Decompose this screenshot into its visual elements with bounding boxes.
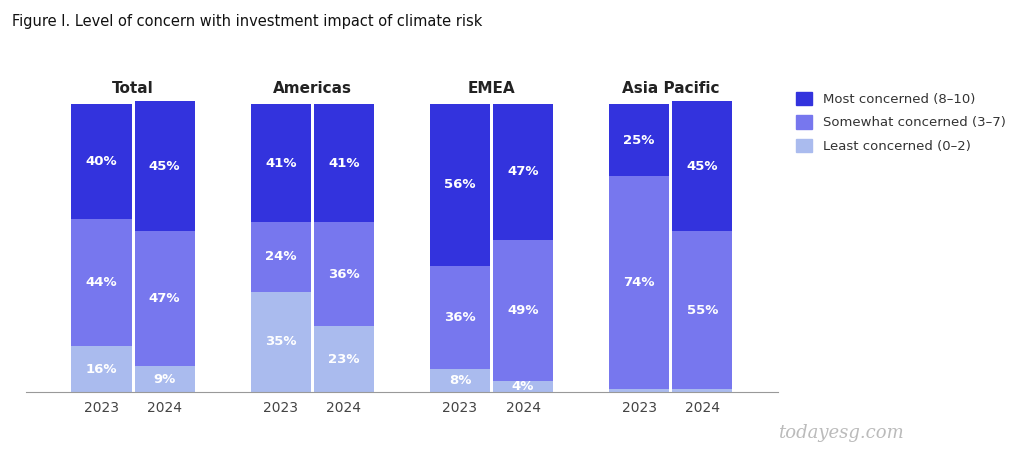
- Text: 40%: 40%: [86, 155, 118, 168]
- Text: EMEA: EMEA: [468, 81, 515, 96]
- Text: 41%: 41%: [328, 157, 359, 170]
- Bar: [672, 231, 732, 390]
- Bar: [251, 222, 311, 291]
- Text: 41%: 41%: [265, 157, 297, 170]
- Bar: [313, 326, 374, 392]
- Bar: [72, 346, 132, 392]
- Text: 35%: 35%: [265, 336, 297, 349]
- Bar: [493, 239, 553, 381]
- Text: 9%: 9%: [154, 373, 176, 386]
- Bar: [609, 176, 670, 390]
- Text: Americas: Americas: [272, 81, 352, 96]
- Bar: [313, 104, 374, 222]
- Bar: [134, 366, 195, 392]
- Text: 24%: 24%: [265, 250, 297, 263]
- Text: 45%: 45%: [148, 160, 180, 173]
- Bar: [493, 381, 553, 392]
- Bar: [493, 104, 553, 239]
- Bar: [430, 369, 490, 392]
- Bar: [251, 104, 311, 222]
- Text: Figure I. Level of concern with investment impact of climate risk: Figure I. Level of concern with investme…: [12, 14, 482, 28]
- Text: Total: Total: [113, 81, 154, 96]
- Bar: [430, 104, 490, 266]
- Bar: [313, 222, 374, 326]
- Bar: [430, 266, 490, 369]
- Text: 25%: 25%: [624, 134, 655, 147]
- Text: Asia Pacific: Asia Pacific: [622, 81, 720, 96]
- Bar: [672, 101, 732, 231]
- Text: 36%: 36%: [328, 268, 359, 281]
- Bar: [134, 231, 195, 366]
- Bar: [134, 101, 195, 231]
- Text: 36%: 36%: [444, 311, 476, 324]
- Text: 45%: 45%: [686, 160, 718, 173]
- Bar: [72, 220, 132, 346]
- Bar: [72, 104, 132, 220]
- Bar: [672, 390, 732, 392]
- Text: 4%: 4%: [512, 380, 535, 393]
- Text: 49%: 49%: [507, 304, 539, 317]
- Text: 8%: 8%: [449, 374, 471, 387]
- Bar: [609, 104, 670, 176]
- Text: 47%: 47%: [507, 166, 539, 179]
- Text: 56%: 56%: [444, 179, 476, 191]
- Text: 74%: 74%: [624, 276, 655, 290]
- Bar: [251, 291, 311, 392]
- Legend: Most concerned (8–10), Somewhat concerned (3–7), Least concerned (0–2): Most concerned (8–10), Somewhat concerne…: [793, 88, 1010, 157]
- Bar: [609, 390, 670, 392]
- Text: 47%: 47%: [148, 292, 180, 305]
- Text: 23%: 23%: [328, 353, 359, 366]
- Text: 44%: 44%: [86, 276, 118, 290]
- Text: 55%: 55%: [686, 304, 718, 317]
- Text: 16%: 16%: [86, 363, 118, 376]
- Text: todayesg.com: todayesg.com: [778, 424, 904, 442]
